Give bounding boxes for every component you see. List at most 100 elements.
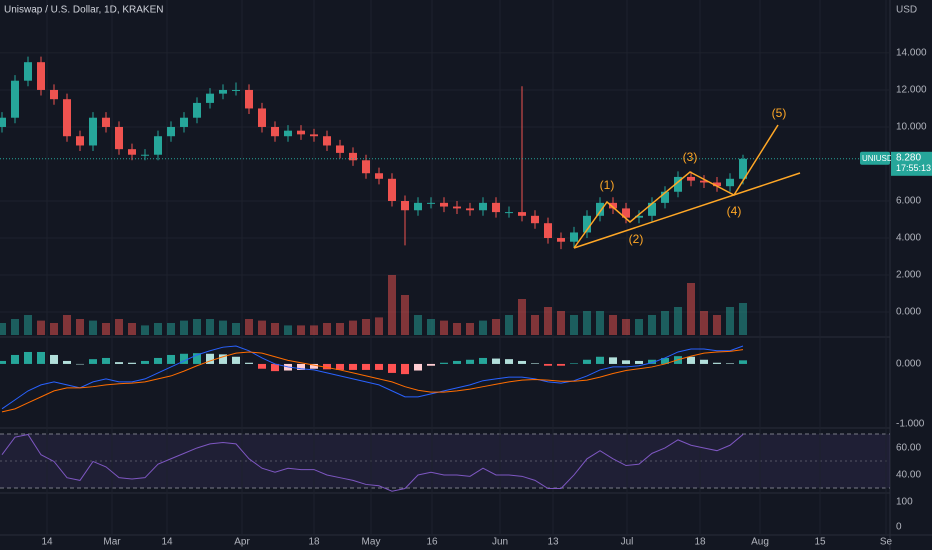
macd-histogram — [427, 363, 435, 366]
volume-bar — [128, 323, 136, 335]
volume-bar — [336, 323, 344, 335]
y-tick-label: 0.000 — [896, 307, 921, 318]
candle-body — [310, 134, 318, 137]
macd-histogram — [336, 363, 344, 370]
volume-bar — [596, 311, 604, 335]
macd-histogram — [557, 363, 565, 366]
x-tick-label: 18 — [308, 537, 320, 548]
volume-bar — [557, 311, 565, 335]
macd-histogram — [76, 363, 84, 365]
macd-histogram — [102, 357, 110, 364]
volume-bar — [427, 319, 435, 335]
candle-body — [648, 202, 656, 216]
volume-bar — [713, 315, 721, 335]
x-tick-label: 18 — [694, 537, 706, 548]
volume-bar — [570, 315, 578, 335]
macd-histogram — [89, 359, 97, 364]
y-tick-label: -1.000 — [896, 418, 925, 429]
macd-histogram — [37, 351, 45, 364]
volume-bar — [635, 319, 643, 335]
macd-histogram — [505, 359, 513, 364]
x-tick-label: Apr — [234, 537, 250, 548]
candle-body — [570, 232, 578, 242]
x-tick-label: 13 — [547, 537, 559, 548]
y-tick-label: 12.000 — [896, 85, 927, 96]
candle-body — [271, 126, 279, 137]
candle-body — [245, 89, 253, 109]
volume-bar — [0, 323, 6, 335]
volume-bar — [115, 319, 123, 335]
volume-bar — [700, 311, 708, 335]
y-tick-label: 2.000 — [896, 270, 921, 281]
candle-body — [258, 108, 266, 127]
volume-bar — [505, 315, 513, 335]
volume-bar — [726, 307, 734, 335]
x-tick-label: 14 — [161, 537, 173, 548]
volume-bar — [453, 323, 461, 335]
macd-histogram — [713, 362, 721, 364]
macd-histogram — [245, 362, 253, 364]
candle-body — [336, 145, 344, 153]
trend-line — [573, 172, 801, 249]
candle-body — [128, 149, 136, 155]
macd-histogram — [388, 363, 396, 373]
volume-bar — [89, 320, 97, 335]
candle-body — [414, 202, 422, 211]
volume-bar — [739, 303, 747, 335]
countdown: 17:55:13 — [896, 163, 931, 173]
candle-body — [323, 136, 331, 146]
macd-histogram — [258, 363, 266, 369]
candle-body — [362, 160, 370, 174]
candle-body — [89, 117, 97, 146]
macd-histogram — [141, 360, 149, 364]
candle-body — [739, 158, 747, 179]
y-tick-label: 100 — [896, 497, 913, 508]
candle-body — [102, 117, 110, 127]
macd-histogram — [648, 359, 656, 364]
macd-histogram — [362, 363, 370, 370]
wave-label: (1) — [600, 178, 615, 192]
macd-histogram — [414, 363, 422, 371]
y-tick-label: 0 — [896, 522, 902, 533]
macd-histogram — [583, 359, 591, 364]
candle-body — [466, 208, 474, 211]
candle-body — [609, 202, 617, 209]
volume-bar — [50, 323, 58, 335]
volume-bar — [440, 320, 448, 335]
symbol-label: UNIUSD — [862, 154, 893, 163]
macd-histogram — [726, 363, 734, 364]
candle-body — [232, 89, 240, 91]
candle-body — [219, 89, 227, 94]
macd-histogram — [63, 360, 71, 364]
macd-histogram — [0, 360, 6, 364]
candle-body — [700, 180, 708, 183]
macd-histogram — [24, 351, 32, 364]
volume-bar — [297, 325, 305, 335]
y-tick-label: 14.000 — [896, 48, 927, 59]
candle-body — [635, 215, 643, 218]
candle-body — [713, 182, 721, 187]
candle-body — [440, 202, 448, 207]
volume-bar — [544, 307, 552, 335]
volume-bar — [154, 323, 162, 335]
macd-histogram — [479, 357, 487, 364]
volume-bar — [583, 311, 591, 335]
macd-histogram — [50, 354, 58, 364]
macd-histogram — [453, 360, 461, 364]
volume-bar — [687, 283, 695, 335]
volume-bar — [349, 320, 357, 335]
volume-bar — [245, 319, 253, 335]
volume-bar — [167, 323, 175, 335]
macd-histogram — [219, 354, 227, 364]
y-tick-label: 60.00 — [896, 443, 921, 454]
volume-bar — [518, 299, 526, 335]
volume-bar — [661, 311, 669, 335]
candle-body — [687, 176, 695, 181]
candle-body — [518, 212, 526, 216]
candle-body — [661, 191, 669, 203]
x-tick-label: Jun — [492, 537, 508, 548]
volume-bar — [622, 319, 630, 335]
macd-histogram — [635, 360, 643, 364]
macd-histogram — [518, 360, 526, 364]
